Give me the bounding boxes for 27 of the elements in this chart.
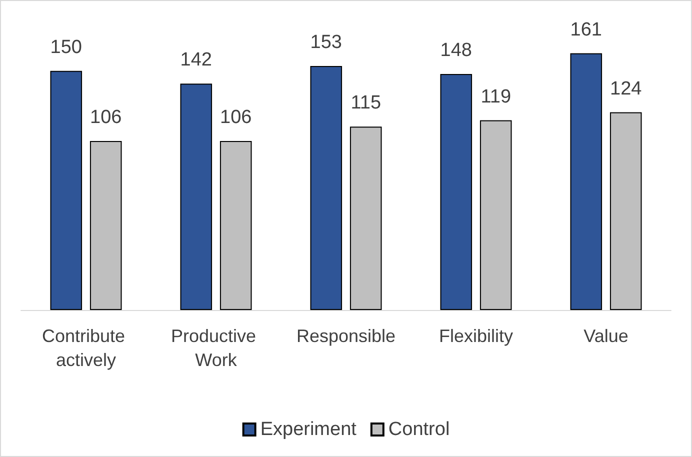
bar	[610, 112, 642, 310]
bar	[570, 53, 602, 310]
x-tick-label: Contribute actively	[42, 326, 130, 370]
bar	[220, 140, 252, 310]
bar	[180, 84, 212, 310]
bar	[440, 74, 472, 310]
data-label: 106	[220, 106, 252, 128]
bar	[50, 70, 82, 310]
bar	[350, 126, 382, 310]
data-label: 124	[610, 78, 642, 100]
bar	[90, 140, 122, 310]
x-tick-label: Value	[584, 326, 628, 346]
bar	[310, 66, 342, 310]
bar	[480, 120, 512, 310]
x-tick-label: Responsible	[296, 326, 396, 346]
x-tick-label: Productive Work	[170, 326, 262, 370]
data-label: 153	[310, 32, 342, 54]
data-label: 115	[350, 92, 382, 114]
legend-label: Control	[388, 419, 450, 440]
x-tick-label: Flexibility	[438, 326, 514, 346]
data-label: 119	[480, 86, 512, 108]
data-label: 106	[90, 106, 122, 128]
data-label: 148	[440, 40, 472, 62]
data-label: 142	[180, 50, 212, 71]
data-label: 161	[570, 19, 602, 40]
data-label: 150	[50, 36, 82, 58]
legend-label: Experiment	[260, 419, 358, 440]
